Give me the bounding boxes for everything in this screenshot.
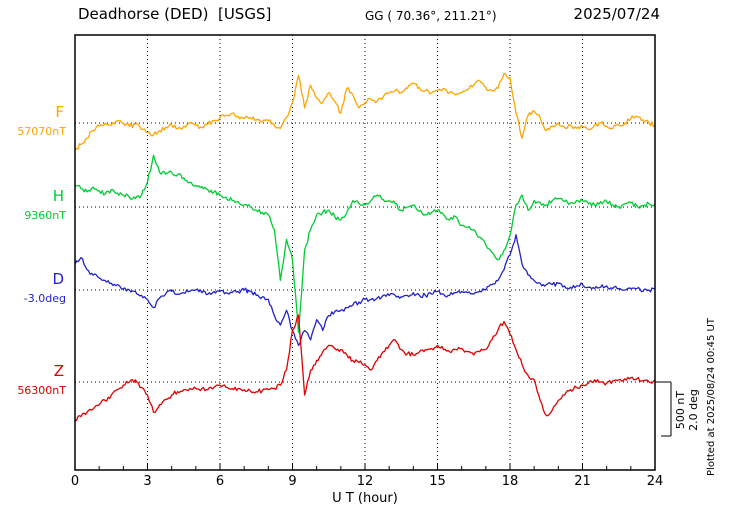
trace-F [74,72,656,151]
geographic-coordinates: GG ( 70.36°, 211.21°) [365,9,497,23]
x-tick-label: 18 [501,474,519,489]
x-tick-label: 3 [143,474,152,489]
station-title: Deadhorse (DED) [USGS] [78,5,272,23]
trace-baseline-Z: 56300nT [17,384,66,397]
scale-bar-nt-label: 500 nT [674,390,687,430]
plotted-at-note: Plotted at 2025/08/24 00:45 UT [706,318,717,476]
x-tick-label: 0 [70,474,80,489]
plot-date: 2025/07/24 [573,5,660,23]
trace-label-F: F [55,103,64,121]
trace-baseline-F: 57070nT [17,125,66,138]
trace-Z [74,314,656,422]
trace-label-H: H [52,187,64,205]
x-tick-label: 21 [574,474,591,489]
trace-baseline-H: 9360nT [24,209,66,222]
x-tick-label: 24 [646,474,664,489]
trace-label-D: D [52,270,64,288]
trace-baseline-D: -3.0deg [23,292,66,305]
x-axis-label: U T (hour) [332,491,398,506]
scale-bar-deg-label: 2.0 deg [687,389,700,431]
x-tick-label: 15 [429,474,446,489]
x-tick-label: 12 [356,474,374,489]
trace-H [74,154,656,333]
trace-D [74,234,655,347]
trace-label-Z: Z [53,362,64,380]
x-tick-label: 9 [288,474,297,489]
x-tick-label: 6 [215,474,225,489]
